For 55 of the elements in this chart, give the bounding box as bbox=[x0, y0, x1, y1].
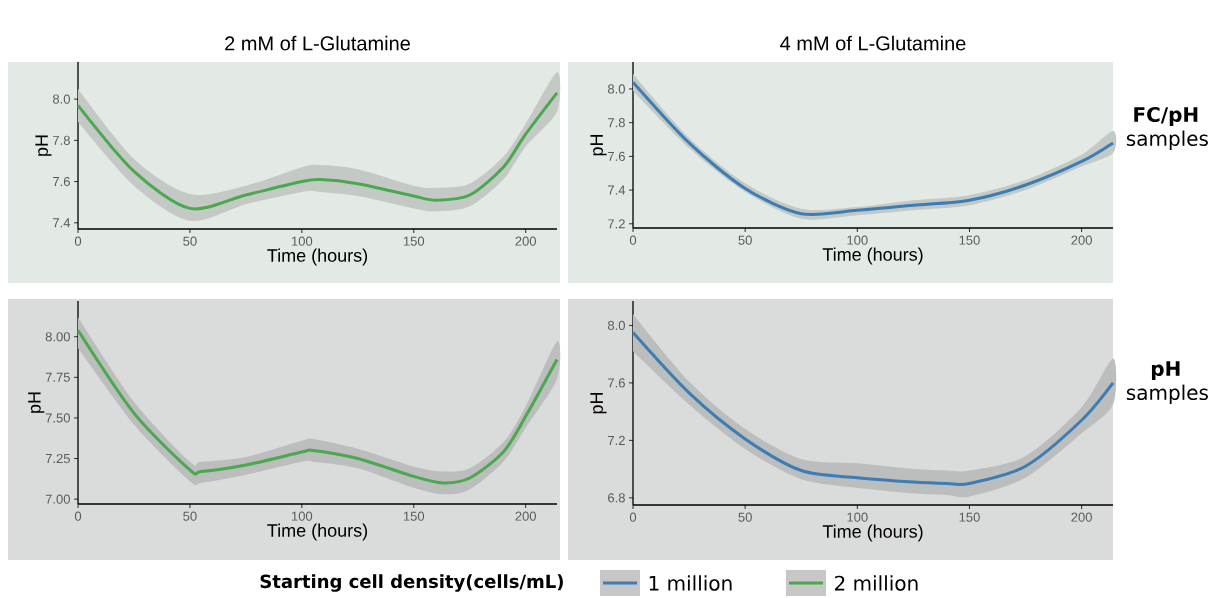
y-tick-label: 7.25 bbox=[45, 453, 70, 464]
y-axis-title: pH bbox=[35, 135, 52, 156]
x-tick-label: 100 bbox=[847, 235, 868, 245]
text: FC/pH samples bbox=[1126, 106, 1208, 150]
line-series bbox=[631, 331, 1115, 486]
x-tick-label: 200 bbox=[515, 236, 537, 246]
y-tick-label: 8.0 bbox=[607, 84, 625, 94]
y-tick-label: 7.6 bbox=[608, 378, 625, 388]
y-tick-label: 7.4 bbox=[608, 185, 626, 195]
y-tick-label: 8.0 bbox=[52, 94, 70, 104]
legend-label: 2 million bbox=[835, 575, 918, 591]
x-tick-label: 0 bbox=[629, 235, 637, 245]
x-tick-label: 200 bbox=[1071, 235, 1092, 245]
x-tick-label: 50 bbox=[738, 235, 752, 245]
y-tick-label: 7.50 bbox=[45, 413, 70, 423]
y-tick-label: 7.00 bbox=[45, 494, 70, 504]
legend-label: 1 million bbox=[649, 575, 732, 591]
chart-title: 4 mM of L-Glutamine bbox=[780, 35, 966, 51]
y-tick-label: 7.4 bbox=[53, 218, 71, 228]
y-tick-label: 8.0 bbox=[607, 320, 625, 331]
y-tick-label: 7.2 bbox=[608, 219, 625, 229]
x-tick-label: 150 bbox=[959, 512, 980, 522]
x-axis-title: Time (hours) bbox=[267, 248, 368, 266]
x-tick-label: 100 bbox=[847, 512, 868, 522]
y-tick-label: 6.8 bbox=[608, 493, 625, 503]
y-axis-title: pH bbox=[590, 392, 607, 414]
x-tick-label: 0 bbox=[74, 511, 82, 521]
x-tick-label: 0 bbox=[629, 512, 637, 522]
y-tick-label: 7.75 bbox=[45, 372, 70, 382]
y-tick-label: 7.8 bbox=[53, 135, 70, 145]
x-tick-label: 100 bbox=[291, 511, 313, 521]
y-tick-label: 7.8 bbox=[608, 118, 625, 128]
y-axis-title: pH bbox=[28, 392, 45, 413]
x-tick-label: 200 bbox=[1071, 512, 1092, 522]
text: pH samples bbox=[1126, 361, 1208, 404]
legend-title: Starting cell density(cells/mL) bbox=[260, 574, 563, 592]
x-tick-label: 150 bbox=[959, 235, 980, 245]
x-axis-title: Time (hours) bbox=[822, 524, 923, 542]
y-tick-label: 7.2 bbox=[608, 435, 625, 445]
chart-title: 2 mM of L-Glutamine bbox=[225, 35, 410, 51]
x-tick-label: 150 bbox=[403, 511, 425, 521]
line-series bbox=[76, 91, 559, 211]
x-tick-label: 150 bbox=[403, 236, 425, 246]
y-axis-title: pH bbox=[590, 134, 607, 156]
x-tick-label: 50 bbox=[738, 512, 752, 522]
x-tick-label: 50 bbox=[183, 511, 197, 521]
x-axis-title: Time (hours) bbox=[822, 247, 923, 265]
y-tick-label: 7.6 bbox=[53, 176, 70, 187]
y-tick-label: 8.00 bbox=[45, 332, 70, 342]
x-tick-label: 0 bbox=[74, 236, 82, 246]
x-axis-title: Time (hours) bbox=[267, 523, 368, 541]
y-tick-label: 7.6 bbox=[608, 151, 625, 161]
x-tick-label: 100 bbox=[291, 236, 313, 246]
x-tick-label: 50 bbox=[183, 236, 197, 246]
x-tick-label: 200 bbox=[515, 511, 537, 521]
